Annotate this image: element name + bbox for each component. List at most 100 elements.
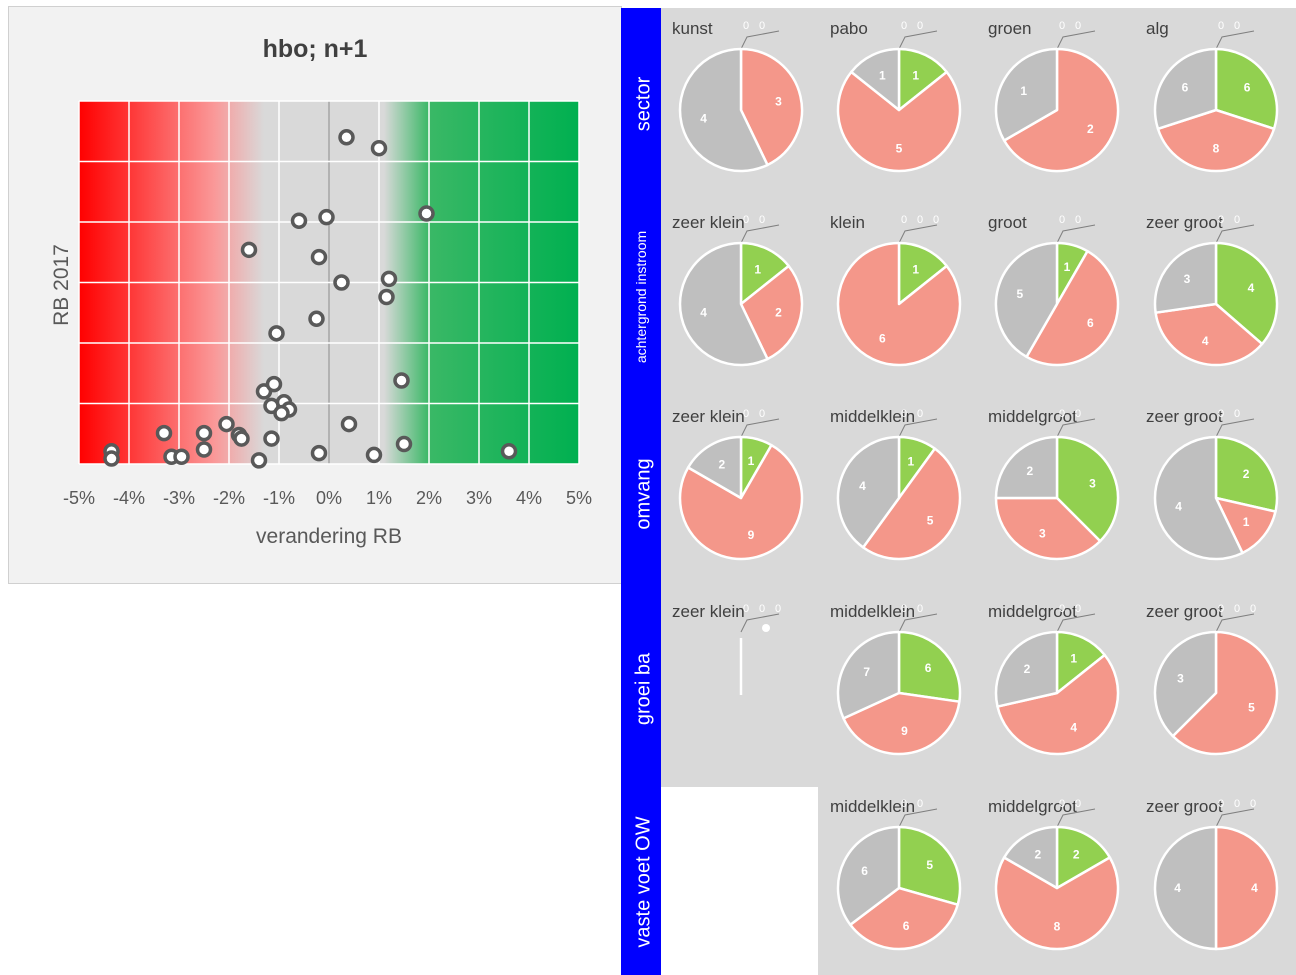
data-point — [365, 446, 383, 464]
pie-title: zeer klein — [672, 602, 745, 621]
leader-line — [898, 418, 938, 438]
pie-slice — [678, 241, 769, 367]
slice-value-label: 4 — [1202, 334, 1209, 348]
data-point — [310, 248, 328, 266]
data-point — [338, 129, 355, 146]
zero-label: 0 — [901, 798, 907, 810]
slice-value-label: 1 — [908, 454, 915, 468]
pie-slice — [849, 886, 959, 951]
pie-title: zeer klein — [672, 407, 745, 426]
slice-value-label: 8 — [1213, 141, 1220, 155]
pie-slice — [836, 70, 962, 173]
slice-value-label: 1 — [1064, 260, 1071, 274]
data-point — [173, 448, 190, 465]
slice-value-label: 1 — [912, 68, 919, 82]
pie-slice — [836, 630, 901, 720]
zero-label: 0 — [1234, 603, 1240, 615]
pie-slice — [1153, 47, 1218, 131]
data-point — [103, 450, 120, 467]
zero-label: 0 — [1218, 20, 1224, 32]
pie-slice — [1154, 302, 1264, 367]
gridlines — [78, 100, 580, 465]
data-point — [218, 415, 235, 433]
leader-line — [1056, 30, 1096, 50]
zero-label: 0 — [743, 20, 749, 32]
pie-slice — [1002, 825, 1059, 890]
slice-value-label: 6 — [879, 332, 886, 346]
chart-title: hbo; n+1 — [263, 35, 368, 63]
zero-label: 0 — [1218, 408, 1224, 420]
x-tick-labels: -5% -4% -3% -2% -1% 0% 1% 2% 3% 4% 5% — [63, 488, 592, 508]
slice-value-label: 3 — [1039, 527, 1046, 541]
pie-title: middelgroot — [988, 797, 1077, 816]
pie-chart: groot 0 0 1 6 5 — [988, 213, 1120, 367]
zero-label: 0 — [1234, 214, 1240, 226]
zero-label: 0 — [1075, 408, 1081, 420]
pie-slice — [1055, 825, 1112, 890]
x-tick-label: -3% — [163, 488, 195, 508]
slice-value-label: 4 — [859, 479, 866, 493]
pie-slice — [842, 691, 961, 756]
slice-value-label: 1 — [879, 68, 886, 82]
slice-value-label: 9 — [748, 528, 755, 542]
leader-line — [898, 30, 938, 50]
slice-value-label: 5 — [1248, 701, 1255, 715]
zero-label: 0 — [1250, 798, 1256, 810]
pie-slice — [1156, 108, 1276, 173]
pie-slice — [678, 443, 804, 561]
zero-label: 0 — [1234, 408, 1240, 420]
leader-line — [1215, 30, 1255, 50]
pie-title: zeer groot — [1146, 213, 1223, 232]
pie-slice — [994, 435, 1059, 500]
zero-label: 0 — [1075, 20, 1081, 32]
pie-slice — [739, 264, 804, 361]
data-point — [155, 424, 173, 442]
leader-line — [898, 224, 938, 244]
leader-line — [740, 30, 780, 50]
slice-value-label: 1 — [748, 454, 755, 468]
pie-slice — [994, 496, 1102, 561]
pie-title: middelgroot — [988, 602, 1077, 621]
zero-label: 0 — [901, 603, 907, 615]
pie-slice — [739, 47, 804, 167]
pie-slice — [996, 653, 1120, 756]
zero-label: 0 — [917, 408, 923, 420]
slice-value-label: 8 — [1054, 919, 1061, 933]
pie-slice — [678, 47, 769, 173]
pie-slice — [1002, 47, 1120, 173]
slice-value-label: 6 — [1182, 80, 1189, 94]
zero-label: 0 — [901, 408, 907, 420]
data-point — [378, 288, 395, 306]
data-point — [268, 325, 285, 342]
slice-value-label: 6 — [925, 661, 932, 675]
slice-value-label: 2 — [1243, 467, 1250, 481]
data-point — [395, 435, 413, 453]
slice-value-label: 2 — [1026, 464, 1033, 478]
empty-pie-dot — [762, 624, 770, 632]
zero-label: 0 — [901, 214, 907, 226]
slice-value-label: 1 — [754, 262, 761, 276]
x-axis-label: verandering RB — [256, 525, 402, 548]
leader-line — [1056, 224, 1096, 244]
slice-value-label: 1 — [1020, 84, 1027, 98]
slice-value-label: 2 — [775, 306, 782, 320]
data-point — [195, 441, 213, 458]
x-tick-label: 2% — [416, 488, 442, 508]
zero-label: 0 — [917, 603, 923, 615]
